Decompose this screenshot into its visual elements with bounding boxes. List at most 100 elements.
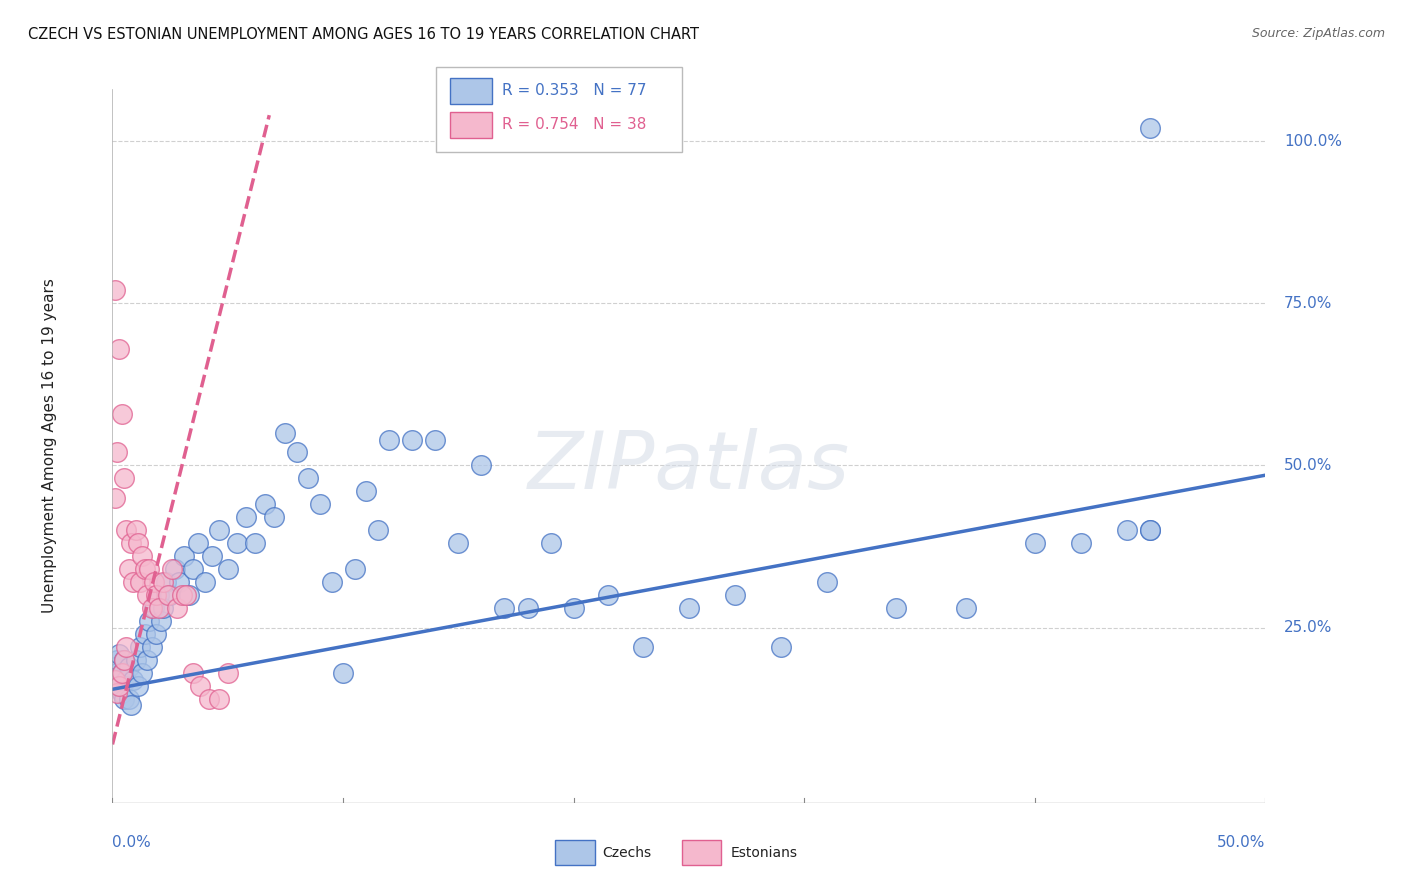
- Point: [152, 601, 174, 615]
- Point: [207, 692, 229, 706]
- Point: [815, 575, 838, 590]
- Point: [111, 407, 134, 421]
- Point: [253, 497, 276, 511]
- Point: [156, 588, 179, 602]
- Point: [174, 588, 197, 602]
- Point: [112, 653, 135, 667]
- Point: [163, 562, 186, 576]
- Point: [152, 575, 174, 590]
- Text: 75.0%: 75.0%: [1284, 296, 1333, 310]
- Text: ZIPatlas: ZIPatlas: [527, 428, 851, 507]
- Point: [138, 562, 160, 576]
- Point: [201, 549, 224, 564]
- Point: [425, 433, 447, 447]
- Point: [207, 524, 229, 538]
- Point: [138, 614, 160, 628]
- Point: [188, 679, 211, 693]
- Point: [108, 679, 131, 693]
- Point: [354, 484, 377, 499]
- Point: [1139, 524, 1161, 538]
- Point: [117, 562, 139, 576]
- Point: [124, 653, 146, 667]
- Point: [245, 536, 267, 550]
- Point: [131, 549, 153, 564]
- Point: [141, 601, 163, 615]
- Point: [115, 640, 138, 654]
- Point: [235, 510, 257, 524]
- Point: [217, 666, 239, 681]
- Point: [129, 640, 152, 654]
- Text: CZECH VS ESTONIAN UNEMPLOYMENT AMONG AGES 16 TO 19 YEARS CORRELATION CHART: CZECH VS ESTONIAN UNEMPLOYMENT AMONG AGE…: [28, 27, 699, 42]
- Point: [447, 536, 470, 550]
- Point: [115, 524, 138, 538]
- Point: [226, 536, 249, 550]
- Point: [678, 601, 700, 615]
- Point: [120, 536, 142, 550]
- Point: [198, 692, 221, 706]
- Point: [105, 445, 128, 459]
- Point: [886, 601, 908, 615]
- Point: [177, 588, 200, 602]
- Point: [111, 666, 134, 681]
- Point: [112, 692, 135, 706]
- Text: 50.0%: 50.0%: [1218, 835, 1265, 850]
- Point: [770, 640, 793, 654]
- Point: [115, 673, 138, 687]
- Point: [104, 659, 127, 673]
- Point: [162, 562, 184, 576]
- Point: [263, 510, 285, 524]
- Point: [124, 524, 146, 538]
- Point: [117, 659, 139, 673]
- Point: [105, 666, 128, 681]
- Point: [401, 433, 423, 447]
- Text: 25.0%: 25.0%: [1284, 620, 1333, 635]
- Point: [166, 601, 188, 615]
- Point: [309, 497, 332, 511]
- Point: [1139, 121, 1161, 136]
- Point: [1139, 524, 1161, 538]
- Point: [104, 673, 127, 687]
- Point: [540, 536, 562, 550]
- Point: [108, 342, 131, 356]
- Point: [145, 627, 167, 641]
- Text: 50.0%: 50.0%: [1284, 458, 1333, 473]
- Point: [631, 640, 654, 654]
- Point: [321, 575, 343, 590]
- Point: [149, 614, 172, 628]
- Point: [122, 575, 145, 590]
- Point: [112, 653, 135, 667]
- Point: [955, 601, 977, 615]
- Point: [143, 575, 166, 590]
- Point: [105, 685, 128, 699]
- Point: [120, 698, 142, 713]
- Point: [104, 491, 127, 505]
- Text: Czechs: Czechs: [602, 846, 651, 860]
- Point: [136, 653, 159, 667]
- Point: [367, 524, 389, 538]
- Point: [378, 433, 401, 447]
- Point: [494, 601, 516, 615]
- Point: [104, 283, 127, 297]
- Point: [274, 425, 297, 440]
- Point: [136, 588, 159, 602]
- Text: 100.0%: 100.0%: [1284, 134, 1341, 149]
- Point: [131, 666, 153, 681]
- Point: [134, 562, 156, 576]
- Point: [187, 536, 209, 550]
- Point: [155, 575, 177, 590]
- Point: [117, 692, 139, 706]
- Point: [181, 562, 204, 576]
- Point: [173, 549, 195, 564]
- Point: [108, 647, 131, 661]
- Point: [562, 601, 585, 615]
- Point: [724, 588, 747, 602]
- Point: [343, 562, 366, 576]
- Point: [516, 601, 538, 615]
- Point: [134, 627, 156, 641]
- Point: [1116, 524, 1139, 538]
- Text: Source: ZipAtlas.com: Source: ZipAtlas.com: [1251, 27, 1385, 40]
- Text: R = 0.353   N = 77: R = 0.353 N = 77: [502, 84, 647, 98]
- Text: R = 0.754   N = 38: R = 0.754 N = 38: [502, 118, 647, 132]
- Point: [470, 458, 492, 473]
- Point: [332, 666, 354, 681]
